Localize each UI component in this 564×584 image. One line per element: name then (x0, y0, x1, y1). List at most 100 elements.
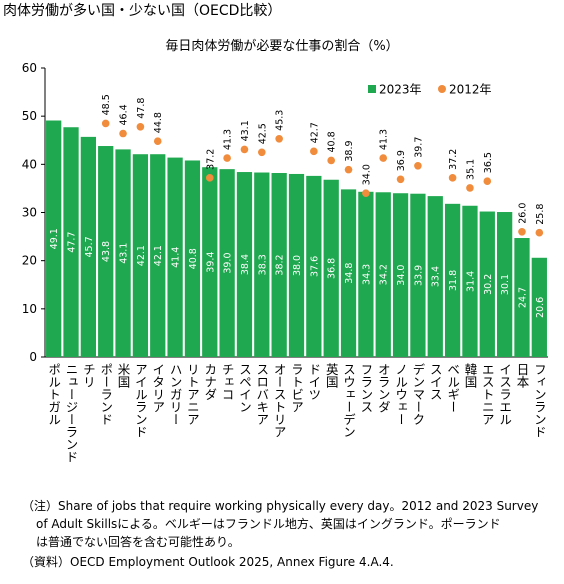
x-tick-label: ラトビア (289, 363, 304, 413)
value-label: 38.0 (292, 255, 303, 276)
note-line: （注）Share of jobs that require working ph… (22, 498, 538, 513)
value-label: 26.0 (517, 203, 528, 224)
value-label: 38.3 (257, 254, 268, 275)
y-tick-label: 60 (22, 61, 37, 75)
legend-label: 2012年 (449, 83, 492, 97)
bar (514, 238, 530, 357)
dot (379, 154, 388, 162)
value-label: 33.9 (413, 265, 424, 286)
value-label: 34.0 (396, 265, 407, 286)
value-label: 31.8 (448, 270, 459, 291)
y-tick-label: 20 (22, 254, 37, 268)
value-label: 43.8 (101, 241, 112, 262)
x-tick-label: オーストリア (272, 363, 287, 438)
value-label: 30.2 (483, 274, 494, 295)
x-tick-label: エストニア (480, 363, 495, 426)
x-tick-label: スペイン (237, 363, 252, 413)
value-label: 49.1 (49, 228, 60, 249)
x-tick-label: チェコ (220, 363, 235, 401)
x-tick-label: ニュージーランド (64, 363, 79, 463)
bar (392, 193, 409, 357)
bar (358, 191, 374, 357)
legend-swatch (438, 85, 446, 93)
dot (275, 135, 283, 143)
value-label: 47.7 (67, 232, 78, 253)
x-tick-label: ポルトガル (46, 363, 61, 426)
dot (362, 189, 370, 198)
dot (223, 154, 231, 162)
value-label: 41.3 (223, 129, 234, 150)
x-tick-label: 日本 (514, 363, 529, 389)
y-tick-label: 0 (29, 350, 37, 364)
x-tick-label: 米国 (116, 363, 131, 388)
bar (63, 127, 79, 358)
dot (310, 147, 318, 156)
bar (80, 136, 96, 357)
dot (396, 175, 405, 184)
bar (167, 157, 183, 357)
x-tick-label: スロバキア (254, 363, 269, 426)
dot (535, 228, 544, 237)
value-label: 39.0 (223, 252, 234, 273)
dot (136, 122, 145, 131)
x-tick-label: ドイツ (306, 363, 321, 401)
dot (240, 145, 249, 154)
x-tick-label: スウェーデン (341, 363, 356, 438)
value-label: 42.5 (257, 123, 268, 144)
x-tick-label: イタリア (150, 363, 165, 413)
value-label: 34.8 (344, 263, 355, 284)
value-label: 43.1 (119, 243, 130, 264)
value-label: 38.4 (240, 254, 251, 275)
y-tick-label: 40 (22, 157, 37, 171)
x-tick-label: チリ (81, 363, 96, 388)
value-label: 48.5 (101, 94, 112, 115)
value-label: 39.4 (205, 252, 216, 273)
value-label: 31.4 (465, 271, 476, 292)
dot (466, 184, 474, 192)
x-tick-label: ポーランド (98, 363, 113, 426)
value-label: 45.3 (275, 110, 286, 131)
value-label: 37.2 (448, 149, 459, 170)
dot (414, 161, 422, 170)
bar (236, 172, 253, 357)
value-label: 38.9 (344, 140, 355, 161)
value-label: 42.1 (136, 245, 147, 266)
value-label: 42.1 (153, 245, 164, 266)
note-line: は普通でない回答を含む可能性あり。 (36, 534, 240, 549)
value-label: 34.0 (361, 164, 372, 185)
bar (323, 179, 339, 357)
bar (340, 189, 357, 357)
bar (288, 173, 305, 357)
value-label: 35.1 (465, 159, 476, 180)
y-tick-label: 30 (22, 206, 37, 220)
bar (479, 211, 495, 357)
legend-label: 2023年 (379, 83, 422, 97)
bar (219, 169, 235, 357)
bar (150, 154, 166, 357)
bar (46, 120, 62, 357)
y-tick-label: 50 (22, 109, 37, 123)
dot (448, 174, 457, 182)
value-label: 43.1 (240, 120, 251, 141)
x-tick-label: ハンガリー (168, 363, 183, 426)
value-label: 44.8 (153, 112, 164, 133)
value-label: 36.8 (327, 258, 338, 279)
bar (115, 149, 131, 357)
dot (205, 174, 214, 182)
bar (497, 212, 513, 357)
bar (254, 172, 270, 357)
value-label: 33.4 (431, 266, 442, 287)
chart-title: 毎日肉体労働が必要な仕事の割合（%） (165, 38, 398, 54)
value-label: 41.3 (379, 129, 390, 150)
y-tick-label: 10 (22, 302, 37, 316)
value-label: 34.2 (379, 264, 390, 285)
value-label: 47.8 (136, 98, 147, 119)
value-label: 40.8 (188, 248, 199, 269)
value-label: 39.7 (413, 137, 424, 158)
bar (531, 257, 547, 357)
x-tick-label: デンマーク (410, 363, 425, 426)
value-label: 34.3 (361, 264, 372, 285)
dot (119, 129, 127, 138)
bar (202, 167, 218, 357)
value-label: 37.2 (205, 149, 216, 170)
